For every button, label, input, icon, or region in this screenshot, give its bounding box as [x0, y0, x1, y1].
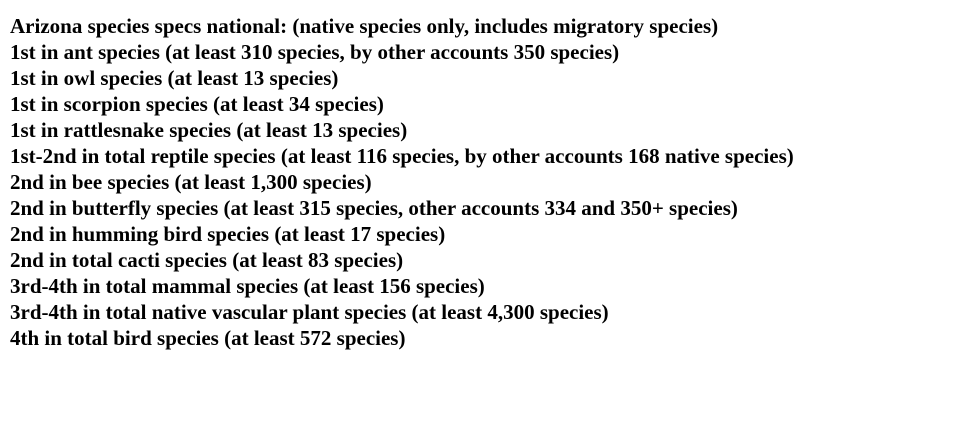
list-item: 1st in rattlesnake species (at least 13 … [10, 118, 408, 142]
list-item: 2nd in total cacti species (at least 83 … [10, 248, 404, 272]
list-item: 2nd in humming bird species (at least 17… [10, 222, 446, 246]
list-item: 3rd-4th in total native vascular plant s… [10, 300, 609, 324]
list-item: 1st in owl species (at least 13 species) [10, 66, 339, 90]
list-item: 1st-2nd in total reptile species (at lea… [10, 144, 794, 168]
list-item: 1st in ant species (at least 310 species… [10, 40, 620, 64]
list-item: 4th in total bird species (at least 572 … [10, 326, 406, 350]
list-item: 3rd-4th in total mammal species (at leas… [10, 274, 485, 298]
list-item: 2nd in butterfly species (at least 315 s… [10, 196, 738, 220]
document-body: Arizona species specs national: (native … [10, 14, 794, 350]
list-item: 2nd in bee species (at least 1,300 speci… [10, 170, 372, 194]
document-heading: Arizona species specs national: (native … [10, 14, 719, 38]
list-item: 1st in scorpion species (at least 34 spe… [10, 92, 384, 116]
